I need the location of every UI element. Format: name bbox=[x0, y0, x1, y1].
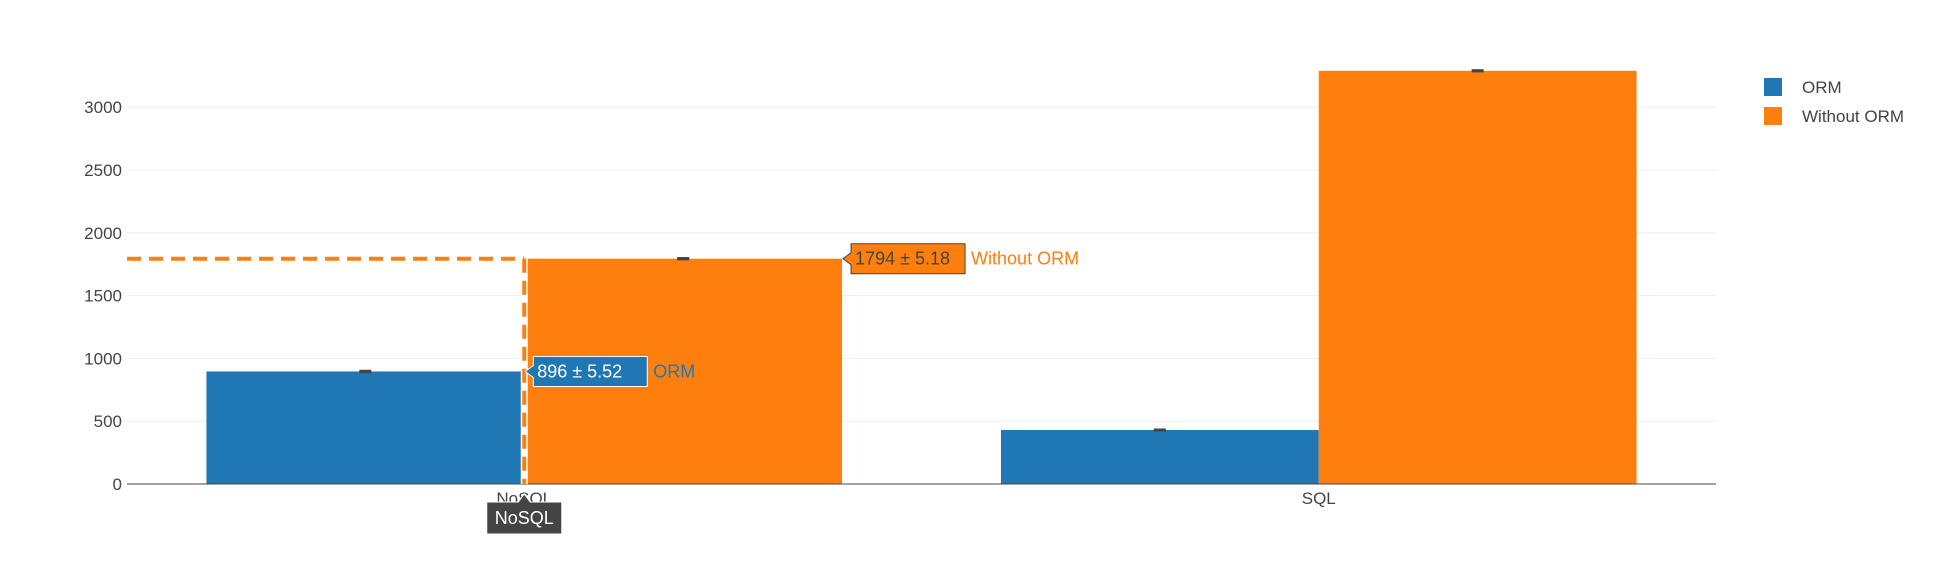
legend[interactable]: ORM Without ORM bbox=[1764, 78, 1904, 126]
hover-series-label: ORM bbox=[653, 361, 695, 381]
x-hover-label-box bbox=[486, 493, 563, 535]
hover-spikes bbox=[127, 255, 528, 484]
hover-value-label: 896 ± 5.52 bbox=[537, 361, 622, 381]
y-tick-label: 1500 bbox=[84, 287, 122, 306]
legend-label: ORM bbox=[1802, 78, 1842, 97]
legend-item-without-orm[interactable]: Without ORM bbox=[1764, 107, 1904, 126]
legend-item-orm[interactable]: ORM bbox=[1764, 78, 1842, 97]
x-axis: NoSQLSQL bbox=[496, 489, 1335, 508]
error-bars bbox=[359, 69, 1484, 432]
hover-labels: NoSQL 1794 ± 5.18 Without ORM 896 ± 5.52 ORM bbox=[486, 243, 1079, 535]
y-tick-label: 500 bbox=[94, 412, 122, 431]
x-hover-label: NoSQL bbox=[495, 508, 554, 528]
hover-label-box bbox=[524, 355, 648, 387]
bar-without-orm-sql[interactable] bbox=[1318, 70, 1637, 485]
legend-swatch bbox=[1764, 78, 1782, 96]
y-tick-label: 3000 bbox=[84, 98, 122, 117]
y-tick-label: 0 bbox=[113, 475, 122, 494]
bar-orm-nosql[interactable] bbox=[206, 371, 525, 484]
y-tick-label: 1000 bbox=[84, 349, 122, 368]
y-axis: 0 500 1000 1500 2000 2500 3000 bbox=[84, 98, 122, 494]
y-tick-label: 2500 bbox=[84, 161, 122, 180]
hover-series-label: Without ORM bbox=[971, 249, 1079, 269]
hover-value-label: 1794 ± 5.18 bbox=[855, 249, 950, 269]
bars bbox=[206, 70, 1637, 485]
hover-label-box bbox=[842, 243, 966, 275]
y-tick-label: 2000 bbox=[84, 224, 122, 243]
x-tick-label: SQL bbox=[1302, 489, 1336, 508]
legend-label: Without ORM bbox=[1802, 107, 1904, 126]
legend-swatch bbox=[1764, 107, 1782, 125]
bar-orm-sql[interactable] bbox=[1000, 429, 1319, 484]
